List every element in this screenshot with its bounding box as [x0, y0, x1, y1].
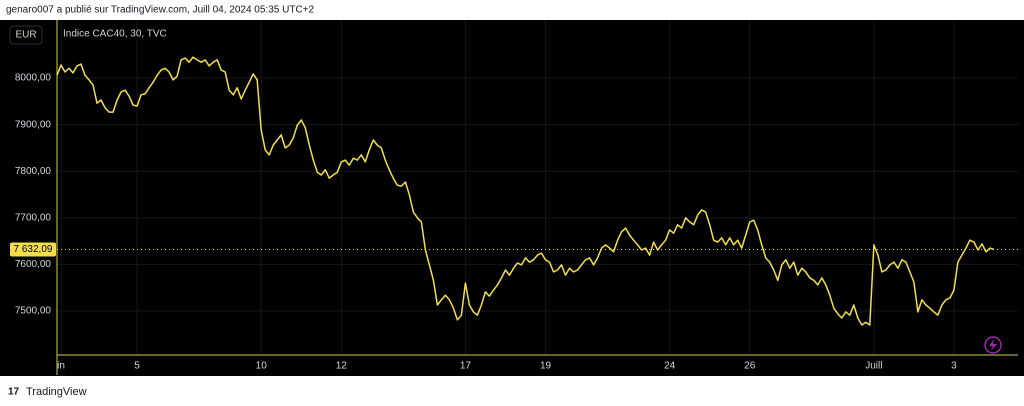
y-tick-label: 7600,00 [15, 259, 52, 270]
y-tick-label: 7900,00 [15, 119, 52, 130]
currency: EUR [15, 30, 36, 41]
x-tick-label: 17 [460, 361, 472, 372]
chart-title: Indice CAC40, 30, TVC [63, 29, 167, 40]
x-tick-label: 24 [664, 361, 676, 372]
currency-box[interactable] [9, 25, 43, 45]
x-tick-label: in [57, 361, 65, 372]
x-tick-label: 26 [744, 361, 756, 372]
y-tick-label: 8000,00 [15, 73, 52, 84]
y-tick-label: 7800,00 [15, 166, 52, 177]
x-tick-label: 5 [134, 361, 140, 372]
grid [57, 20, 1018, 355]
alert-icon-bolt [989, 339, 997, 351]
x-tick-label: 10 [256, 361, 268, 372]
x-tick-label: 12 [336, 361, 348, 372]
y-tick-label: 7700,00 [15, 212, 52, 223]
y-tick-label: 7500,00 [15, 306, 52, 317]
price-line [56, 56, 995, 326]
x-tick-label: 3 [951, 361, 957, 372]
publish-header: genaro007 a publié sur TradingView.com, … [6, 5, 315, 16]
alert-icon[interactable] [984, 336, 1002, 354]
last-price-label: 7 632,09 [14, 244, 53, 255]
brand-logo: 17 [8, 387, 20, 398]
last-price-tag [10, 242, 56, 257]
brand: TradingView [26, 386, 87, 398]
x-tick-label: Juill [865, 361, 882, 372]
x-tick-label: 19 [540, 361, 552, 372]
chart-bg [0, 20, 1024, 376]
